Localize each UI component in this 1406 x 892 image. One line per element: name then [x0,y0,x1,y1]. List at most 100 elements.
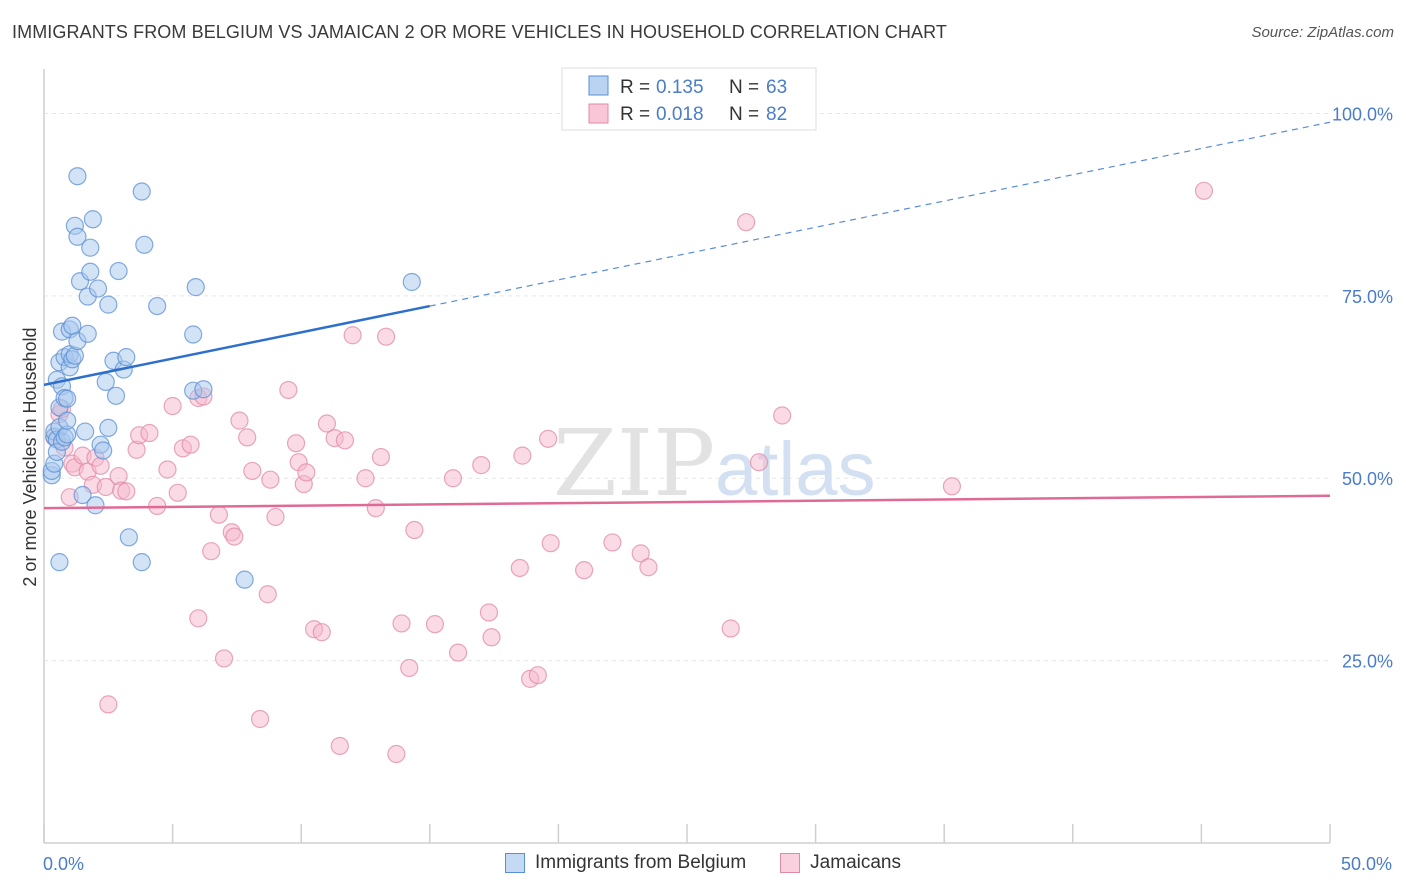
watermark-atlas: atlas [715,427,876,512]
legend-r-value-blue: 0.135 [656,77,704,98]
y-tick-label-50: 50.0% [1342,469,1393,489]
jamaicans-point-68 [513,446,532,465]
jamaicans-point-23 [168,483,187,502]
belgium-point-48 [109,261,128,281]
jamaicans-point-79 [749,453,769,472]
jamaicans-point-45 [297,463,316,482]
legend-swatch-blue [588,75,609,96]
jamaicans-point-33 [225,527,244,546]
belgium-point-20 [58,389,77,408]
jamaicans-trend [43,494,1331,510]
belgium-point-28 [68,227,87,246]
jamaicans-point-21 [158,460,177,479]
belgium-point-29 [68,167,87,186]
jamaicans-point-13 [99,695,118,714]
jamaicans-point-51 [335,431,355,450]
legend-n-label-blue: N = [729,77,759,98]
jamaicans-point-52 [343,326,362,345]
jamaicans-point-55 [371,447,391,467]
belgium-point-32 [73,485,92,505]
belgium-point-47 [106,386,126,405]
x-tick-label-min: 0.0% [43,854,84,874]
legend-item-belgium: Immigrants from Belgium [505,852,746,874]
jamaicans-point-47 [312,623,331,642]
belgium-point-52 [132,553,151,572]
jamaicans-point-63 [448,643,468,662]
belgium-point-61 [402,272,421,292]
jamaicans-point-41 [279,380,298,400]
legend-swatch-pink [588,103,609,124]
belgium-point-55 [148,296,167,316]
legend-r-label-blue: R = [620,77,650,98]
legend-n-value-pink: 82 [766,104,787,125]
jamaicans-point-57 [387,744,406,764]
jamaicans-point-27 [189,609,208,628]
belgium-point-60 [235,570,254,589]
belgium-point-24 [63,316,82,335]
jamaicans-point-70 [528,666,547,685]
jamaicans-point-36 [243,461,262,481]
belgium-point-50 [117,348,136,367]
jamaicans-point-62 [443,469,463,488]
jamaicans-point-40 [266,507,285,527]
jamaicans-point-39 [261,470,280,489]
belgium-point-33 [76,422,95,441]
jamaicans-point-56 [376,327,396,346]
jamaicans-point-42 [286,434,306,453]
belgium-point-36 [81,238,100,257]
belgium-point-40 [88,279,108,298]
belgium-point-54 [135,235,154,254]
jamaicans-point-75 [631,544,650,563]
legend-r-value-pink: 0.018 [656,104,704,125]
y-tick-label-100: 100.0% [1332,104,1393,124]
jamaicans-point-25 [181,435,200,454]
legend-item-jamaicans: Jamaicans [780,852,901,874]
jamaicans-point-34 [230,411,249,430]
jamaicans-point-78 [737,213,756,232]
jamaicans-point-81 [942,477,962,496]
legend-label-jamaicans: Jamaicans [810,852,901,873]
bottom-legend: Immigrants from Belgium Jamaicans [0,852,1406,874]
legend-top: R = 0.135 N = 63 R = 0.018 N = 82 [561,67,817,131]
jamaicans-point-30 [209,505,228,524]
belgium-point-51 [119,528,138,547]
jamaicans-point-74 [603,533,622,552]
jamaicans-point-64 [472,456,491,475]
belgium-trend-dashed [429,121,1331,307]
jamaicans-point-31 [214,649,234,668]
legend-swatch-jamaicans [780,853,801,873]
jamaicans-point-80 [773,406,792,425]
belgium-point-56 [186,278,205,297]
jamaicans-point-76 [639,558,658,577]
jamaicans-point-16 [117,482,136,501]
jamaicans-point-53 [356,469,375,488]
legend-r-label-pink: R = [620,104,650,125]
jamaicans-point-66 [482,628,501,647]
x-tick-label-max: 50.0% [1341,854,1392,874]
belgium-point-59 [194,380,213,399]
jamaicans-point-11 [91,456,110,475]
legend-n-value-blue: 63 [766,77,787,98]
jamaicans-point-48 [317,414,337,433]
belgium-point-34 [78,324,97,343]
belgium-point-45 [99,418,118,438]
belgium-trend-solid [43,304,431,387]
jamaicans-point-61 [425,615,445,634]
jamaicans-point-82 [1194,181,1214,200]
jamaicans-point-37 [250,709,270,729]
jamaicans-point-54 [366,499,385,518]
jamaicans-point-67 [510,558,529,578]
chart-title: IMMIGRANTS FROM BELGIUM VS JAMAICAN 2 OR… [12,22,947,42]
jamaicans-point-72 [541,534,560,553]
legend-swatch-belgium [505,853,525,873]
jamaicans-point-19 [140,423,159,443]
jamaicans-point-71 [539,429,558,448]
watermark-zip: ZIP [553,410,715,517]
belgium-points [42,167,421,589]
jamaicans-points [45,181,1214,764]
watermark: ZIP atlas [553,410,876,517]
x-axis-ticks [43,824,1331,843]
jamaicans-point-73 [575,561,594,580]
belgium-point-42 [94,441,113,460]
